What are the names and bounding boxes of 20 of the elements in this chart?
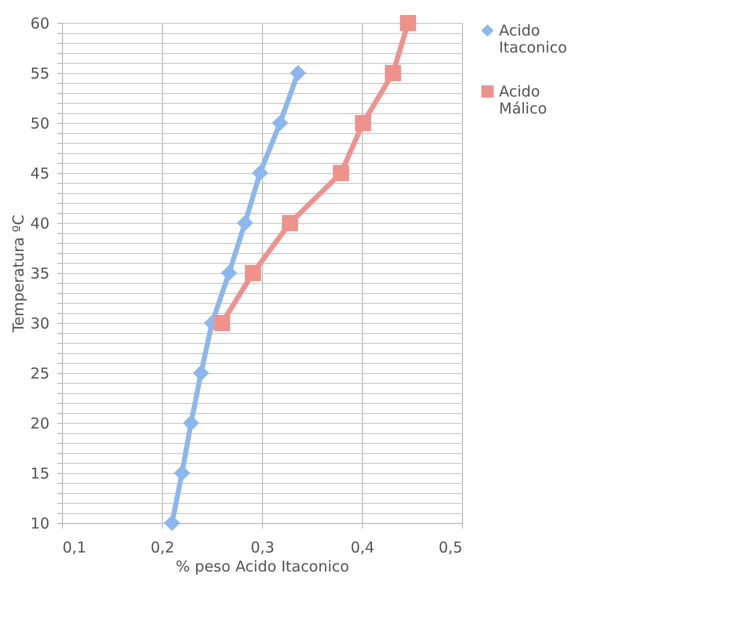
- y-tick-label: 25: [30, 364, 50, 382]
- y-tick-label: 40: [30, 214, 50, 232]
- x-tick-label: 0,4: [350, 538, 374, 556]
- y-axis-title: Temperatura ºC: [9, 214, 28, 334]
- y-tick-label: 55: [30, 64, 50, 82]
- x-tick-label: 0,3: [250, 538, 274, 556]
- y-tick-label: 45: [30, 164, 50, 182]
- legend-label: Acido Málico: [499, 82, 547, 118]
- x-tick-label: 0,2: [150, 538, 174, 556]
- x-tick-label: 0,5: [438, 538, 462, 556]
- y-tick-label: 20: [30, 414, 50, 432]
- y-tick-label: 60: [30, 14, 50, 32]
- y-tick-label: 35: [30, 264, 50, 282]
- legend-label: Acido Itaconico: [499, 22, 568, 56]
- y-tick-label: 30: [30, 314, 50, 332]
- x-tick-label: 0,1: [62, 538, 86, 556]
- y-tick-label: 50: [30, 114, 50, 132]
- y-tick-label: 15: [30, 464, 50, 482]
- x-axis-title: % peso Acido Itaconico: [176, 558, 350, 576]
- y-tick-label: 10: [30, 514, 50, 532]
